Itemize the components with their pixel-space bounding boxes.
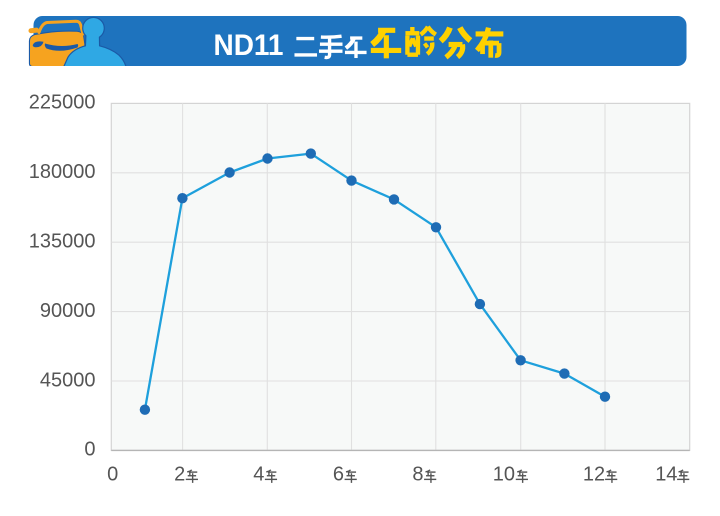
- svg-text:90000: 90000: [40, 300, 96, 322]
- svg-text:4: 4: [253, 463, 264, 485]
- svg-text:135000: 135000: [29, 231, 96, 253]
- svg-text:225000: 225000: [29, 92, 96, 114]
- svg-text:180000: 180000: [29, 161, 96, 183]
- svg-text:0: 0: [107, 463, 118, 485]
- svg-text:ND11: ND11: [214, 29, 284, 62]
- svg-text:12: 12: [583, 463, 605, 485]
- svg-text:2: 2: [174, 463, 185, 485]
- svg-text:14: 14: [655, 463, 677, 485]
- svg-text:45000: 45000: [40, 369, 96, 391]
- svg-text:0: 0: [84, 439, 95, 461]
- svg-text:10: 10: [493, 463, 515, 485]
- svg-text:6: 6: [333, 463, 344, 485]
- svg-text:8: 8: [412, 463, 423, 485]
